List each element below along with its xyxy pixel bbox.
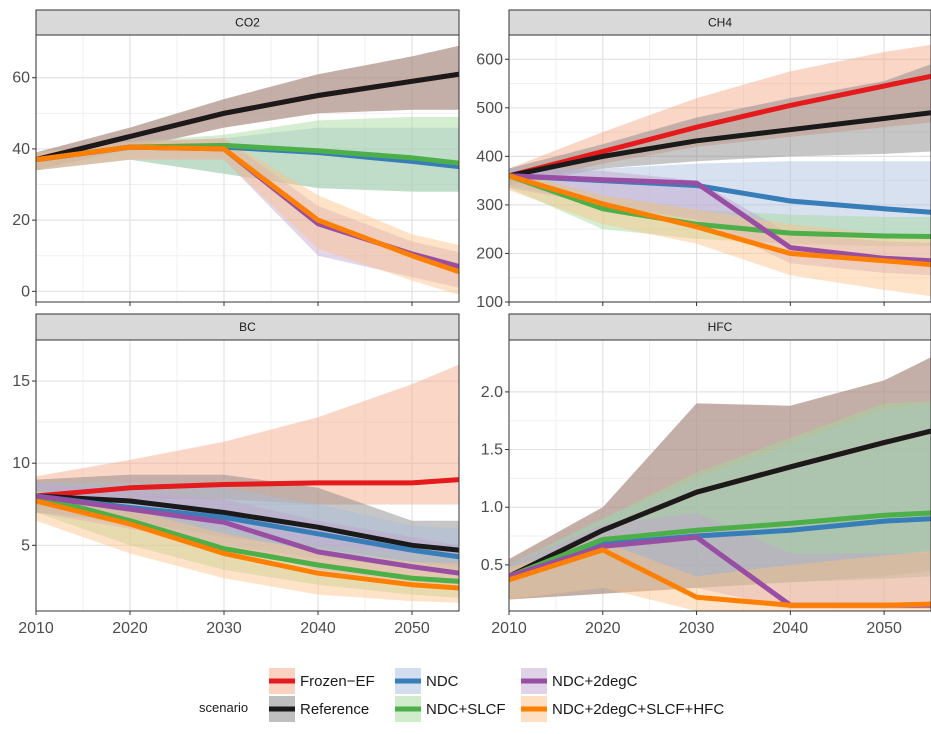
panel-co2: CO2 0 20 40 60	[12, 9, 460, 306]
line-ndc-slcf	[509, 510, 931, 579]
y-tick-label: 300	[476, 197, 503, 214]
x-tick-label: 2010	[491, 620, 527, 637]
x-tick-label: 2040	[300, 620, 336, 637]
y-tick-label: 400	[476, 148, 503, 165]
y-tick-label: 1.5	[481, 442, 503, 459]
y-tick-label: 100	[476, 294, 503, 311]
legend-item-frozen-ef: Frozen−EF	[269, 668, 375, 694]
line-ndc-slcf	[36, 493, 459, 584]
legend-item-ndc: NDC	[395, 668, 459, 694]
y-tick-label: 20	[12, 212, 30, 229]
line-ndc-2degc-slcf-hfc	[36, 144, 459, 275]
line-frozen-ef	[509, 73, 931, 179]
band-ndc	[36, 127, 459, 192]
band-ndc-slcf	[36, 116, 459, 192]
x-tick-label: 2050	[866, 620, 902, 637]
y-tick-label: 600	[476, 51, 503, 68]
x-tick-label: 2040	[773, 620, 809, 637]
band-ndc	[509, 403, 931, 598]
band-ndc-2degc-slcf-hfc	[36, 491, 459, 603]
line-reference	[509, 428, 931, 579]
x-tick-label: 2030	[206, 620, 242, 637]
facet-strip	[508, 9, 931, 36]
line-ndc-2degc-slcf-hfc	[36, 498, 459, 591]
y-tick-label: 60	[12, 70, 30, 87]
line-reference	[36, 71, 459, 163]
facet-title: CO2	[235, 16, 260, 30]
line-ndc-2degc-slcf-hfc	[509, 173, 931, 268]
legend-label: Reference	[300, 701, 369, 718]
legend-label: Frozen−EF	[300, 673, 375, 690]
legend-item-ndc-slcf: NDC+SLCF	[395, 696, 506, 722]
y-tick-label: 1.0	[481, 499, 503, 516]
facet-title: CH4	[708, 16, 732, 30]
band-ndc-2degc-slcf-hfc	[509, 541, 931, 611]
facet-strip	[35, 313, 460, 341]
x-tick-label: 2020	[585, 620, 621, 637]
line-ndc-2degc	[36, 493, 459, 576]
y-tick-label: 40	[12, 141, 30, 158]
panel-bc: BC 5 10 15 2010 2020 2030 2040 2050	[12, 313, 460, 637]
band-ndc-2degc	[509, 168, 931, 276]
band-frozen-ef	[36, 364, 459, 505]
line-reference	[509, 110, 931, 179]
y-tick-label: 0.5	[481, 557, 503, 574]
y-tick-label: 5	[21, 537, 30, 554]
facet-strip	[35, 9, 460, 36]
y-tick-label: 500	[476, 100, 503, 117]
legend-item-ndc-2degc: NDC+2degC	[521, 668, 638, 694]
panel-ch4: CH4 100 200 300 400 500 600	[476, 9, 931, 311]
line-reference	[36, 493, 459, 553]
legend-label: NDC+2degC	[552, 673, 638, 690]
y-tick-label: 0	[21, 283, 30, 300]
x-tick-label: 2050	[394, 620, 430, 637]
band-ndc-slcf	[509, 170, 931, 247]
line-ndc-slcf	[509, 173, 931, 239]
legend-title: scenario	[199, 700, 248, 715]
legend: scenario Frozen−EF Reference NDC NDC+SLCF NDC…	[199, 668, 724, 722]
y-tick-label: 2.0	[481, 384, 503, 401]
band-ndc-2degc	[36, 138, 459, 288]
facet-title: HFC	[708, 320, 733, 334]
facet-title: BC	[239, 320, 256, 334]
line-ndc-2degc	[509, 173, 931, 264]
legend-label: NDC+SLCF	[426, 701, 506, 718]
y-tick-label: 200	[476, 245, 503, 262]
panel-hfc: HFC 0.5 1.0 1.5 2.0 2010 2020 2030 2040 2050	[481, 313, 931, 637]
line-frozen-ef	[36, 477, 459, 499]
x-tick-label: 2030	[679, 620, 715, 637]
legend-label: NDC	[426, 673, 459, 690]
x-tick-label: 2010	[18, 620, 54, 637]
x-tick-label: 2020	[112, 620, 148, 637]
band-ndc-2degc-slcf-hfc	[36, 138, 459, 295]
y-tick-label: 10	[12, 455, 30, 472]
legend-label: NDC+2degC+SLCF+HFC	[552, 701, 724, 718]
y-tick-label: 15	[12, 373, 30, 390]
legend-item-reference: Reference	[269, 696, 369, 722]
band-ndc-slcf	[509, 401, 931, 598]
legend-item-ndc-2degc-slcf-hfc: NDC+2degC+SLCF+HFC	[521, 696, 724, 722]
line-ndc-2degc-slcf-hfc	[509, 547, 931, 608]
